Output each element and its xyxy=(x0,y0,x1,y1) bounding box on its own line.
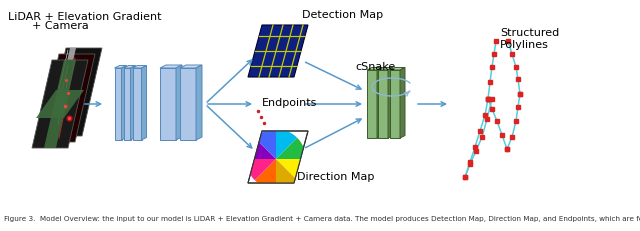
Polygon shape xyxy=(246,138,276,159)
Polygon shape xyxy=(44,61,76,148)
Polygon shape xyxy=(141,66,147,140)
Text: Structured
Polylines: Structured Polylines xyxy=(500,28,559,49)
Polygon shape xyxy=(36,91,84,119)
Polygon shape xyxy=(196,66,202,140)
Polygon shape xyxy=(390,68,405,71)
Polygon shape xyxy=(248,131,308,183)
Polygon shape xyxy=(255,159,276,189)
Polygon shape xyxy=(176,66,182,140)
Polygon shape xyxy=(400,68,405,138)
Bar xyxy=(367,71,377,138)
Text: Endpoints: Endpoints xyxy=(262,97,317,108)
Polygon shape xyxy=(39,55,95,142)
Polygon shape xyxy=(160,66,182,69)
Text: + Camera: + Camera xyxy=(32,21,89,31)
Polygon shape xyxy=(180,66,202,69)
Polygon shape xyxy=(115,66,127,69)
Text: Figure 3.  Model Overview: the input to our model is LiDAR + Elevation Gradient : Figure 3. Model Overview: the input to o… xyxy=(4,215,640,221)
Polygon shape xyxy=(132,66,147,69)
Bar xyxy=(115,69,122,140)
Polygon shape xyxy=(378,68,393,71)
Polygon shape xyxy=(124,66,136,69)
Text: cSnake: cSnake xyxy=(355,62,395,72)
Bar xyxy=(124,69,131,140)
Polygon shape xyxy=(248,26,308,78)
Polygon shape xyxy=(246,159,276,180)
Polygon shape xyxy=(255,129,276,159)
Bar xyxy=(132,69,141,140)
Polygon shape xyxy=(276,129,297,159)
Polygon shape xyxy=(32,61,88,148)
Text: LiDAR + Elevation Gradient: LiDAR + Elevation Gradient xyxy=(8,12,161,22)
Bar xyxy=(378,71,388,138)
Text: Direction Map: Direction Map xyxy=(297,171,374,181)
Polygon shape xyxy=(377,68,382,138)
Polygon shape xyxy=(122,66,127,140)
Polygon shape xyxy=(276,159,297,189)
Bar xyxy=(390,71,400,138)
Polygon shape xyxy=(276,138,306,159)
Polygon shape xyxy=(388,68,393,138)
Polygon shape xyxy=(367,68,382,71)
Polygon shape xyxy=(276,159,306,180)
Bar xyxy=(160,69,176,140)
Bar xyxy=(180,69,196,140)
Polygon shape xyxy=(131,66,136,140)
Polygon shape xyxy=(50,49,76,137)
Text: Detection Map: Detection Map xyxy=(302,10,383,20)
Polygon shape xyxy=(46,49,102,137)
